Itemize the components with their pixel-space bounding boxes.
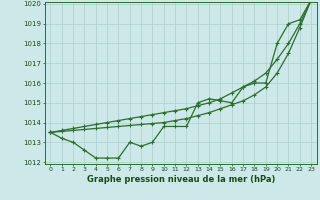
- X-axis label: Graphe pression niveau de la mer (hPa): Graphe pression niveau de la mer (hPa): [87, 175, 275, 184]
